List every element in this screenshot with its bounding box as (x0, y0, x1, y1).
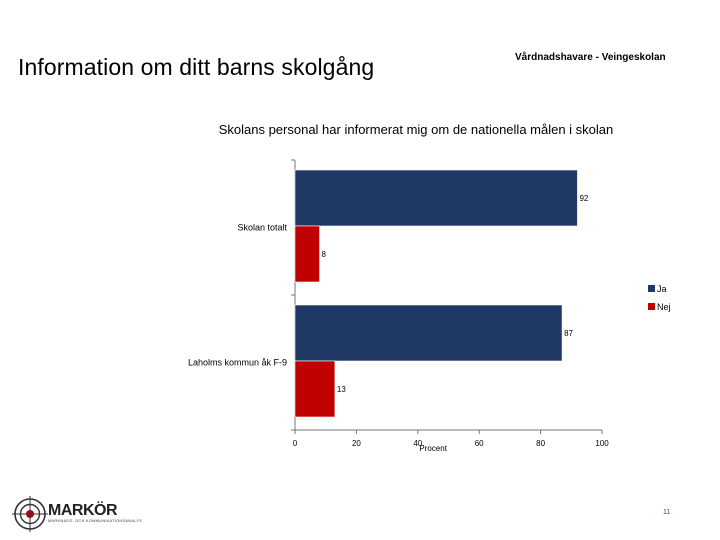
x-tick-label: 100 (595, 439, 609, 448)
target-icon (12, 496, 48, 532)
logo-wordmark: MARKÖR (48, 502, 118, 519)
bar-nej-1 (294, 225, 320, 283)
legend-label: Ja (657, 284, 667, 294)
markor-logo (12, 496, 48, 537)
x-tick-label: 80 (536, 439, 545, 448)
bar-ja-2 (294, 304, 563, 362)
bar-ja-1 (294, 169, 578, 227)
x-tick-label: 0 (293, 439, 298, 448)
data-label: 92 (579, 194, 588, 203)
legend-label: Nej (657, 302, 671, 312)
category-label: Laholms kommun åk F-9 (188, 358, 287, 368)
x-tick-label: 60 (475, 439, 484, 448)
x-tick-label: 20 (352, 439, 361, 448)
data-label: 87 (564, 329, 573, 338)
x-axis-title: Procent (419, 444, 447, 453)
data-label: 13 (337, 385, 346, 394)
page-number: 11 (663, 509, 671, 516)
legend-swatch-nej (648, 303, 655, 310)
chart-title: Skolans personal har informerat mig om d… (219, 122, 614, 137)
bar-nej-2 (294, 360, 336, 418)
logo-tagline: MARKNADS- OCH KOMMUNIKATIONSANALYS (48, 518, 142, 523)
data-label: 8 (322, 250, 327, 259)
legend-swatch-ja (648, 285, 655, 292)
category-label: Skolan totalt (237, 223, 287, 233)
x-tick-label: 40 (413, 439, 422, 448)
page-subtitle: Vårdnadshavare - Veingeskolan (515, 52, 666, 63)
page-title: Information om ditt barns skolgång (18, 54, 375, 80)
